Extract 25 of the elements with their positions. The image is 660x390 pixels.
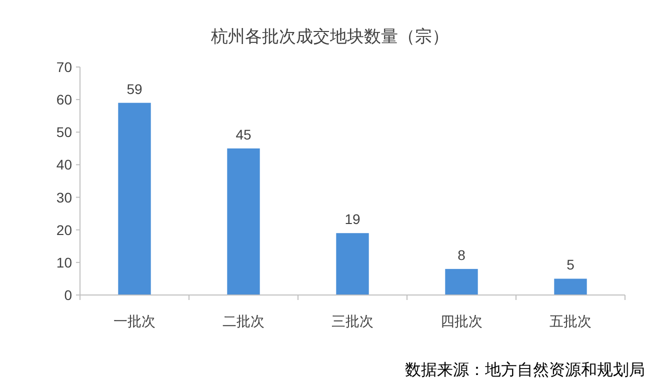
data-label: 19 [344, 211, 360, 228]
y-tick-label: 70 [56, 59, 72, 75]
data-label: 59 [126, 80, 142, 97]
bar [118, 102, 151, 295]
chart-title: 杭州各批次成交地块数量（宗） [210, 27, 449, 46]
x-tick-label: 二批次 [222, 313, 264, 329]
y-tick-label: 10 [56, 254, 72, 270]
y-tick-label: 20 [56, 222, 72, 238]
data-label: 45 [236, 126, 252, 142]
bar [554, 278, 587, 295]
source-note: 数据来源：地方自然资源和规划局 [405, 361, 645, 379]
data-label: 8 [458, 246, 466, 263]
y-tick-label: 40 [56, 156, 72, 173]
x-tick-label: 三批次 [332, 313, 374, 329]
x-tick-label: 四批次 [440, 313, 482, 329]
x-tick-label: 一批次 [114, 313, 156, 329]
y-tick-label: 50 [56, 124, 72, 140]
bar [336, 233, 369, 295]
y-tick-label: 0 [64, 287, 72, 303]
x-tick-label: 五批次 [550, 313, 592, 329]
y-tick-label: 60 [56, 92, 72, 108]
data-label: 5 [566, 256, 575, 273]
bar [227, 148, 260, 295]
bar [445, 268, 478, 295]
y-tick-label: 30 [56, 189, 72, 206]
